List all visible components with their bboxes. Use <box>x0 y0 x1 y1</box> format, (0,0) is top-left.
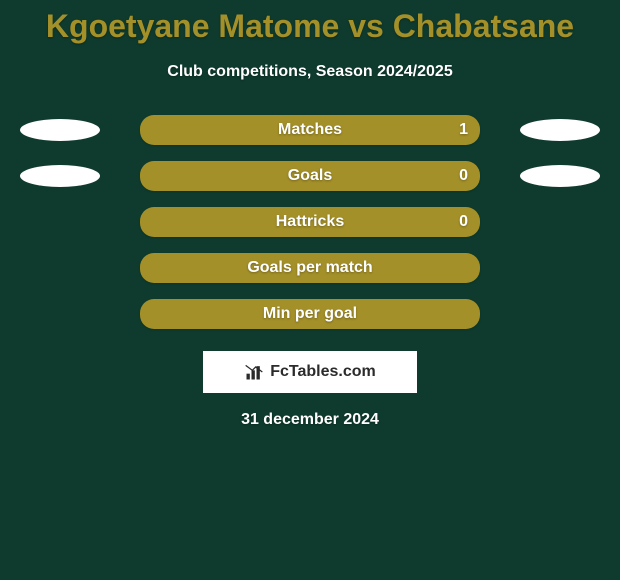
stat-value: 1 <box>459 121 468 139</box>
stat-bar: Min per goal <box>140 299 480 329</box>
stat-row-matches: Matches 1 <box>0 115 620 145</box>
page-title: Kgoetyane Matome vs Chabatsane <box>0 0 620 45</box>
right-ellipse <box>520 165 600 187</box>
stat-bar: Matches 1 <box>140 115 480 145</box>
stat-row-hattricks: Hattricks 0 <box>0 207 620 237</box>
comparison-infographic: Kgoetyane Matome vs Chabatsane Club comp… <box>0 0 620 580</box>
stat-label: Goals <box>288 167 332 185</box>
stats-container: Matches 1 Goals 0 Hattricks 0 Goals per … <box>0 115 620 329</box>
left-ellipse <box>20 165 100 187</box>
right-ellipse <box>520 119 600 141</box>
date-label: 31 december 2024 <box>0 411 620 429</box>
stat-label: Goals per match <box>247 259 372 277</box>
stat-row-min-per-goal: Min per goal <box>0 299 620 329</box>
stat-bar: Goals per match <box>140 253 480 283</box>
stat-value: 0 <box>459 167 468 185</box>
stat-label: Min per goal <box>263 305 357 323</box>
stat-label: Matches <box>278 121 342 139</box>
stat-label: Hattricks <box>276 213 344 231</box>
left-ellipse <box>20 119 100 141</box>
subtitle: Club competitions, Season 2024/2025 <box>0 63 620 81</box>
stat-row-goals-per-match: Goals per match <box>0 253 620 283</box>
stat-row-goals: Goals 0 <box>0 161 620 191</box>
stat-value: 0 <box>459 213 468 231</box>
logo-text: FcTables.com <box>270 363 376 381</box>
bar-chart-icon <box>244 362 264 382</box>
stat-bar: Hattricks 0 <box>140 207 480 237</box>
stat-bar: Goals 0 <box>140 161 480 191</box>
logo-box: FcTables.com <box>203 351 417 393</box>
